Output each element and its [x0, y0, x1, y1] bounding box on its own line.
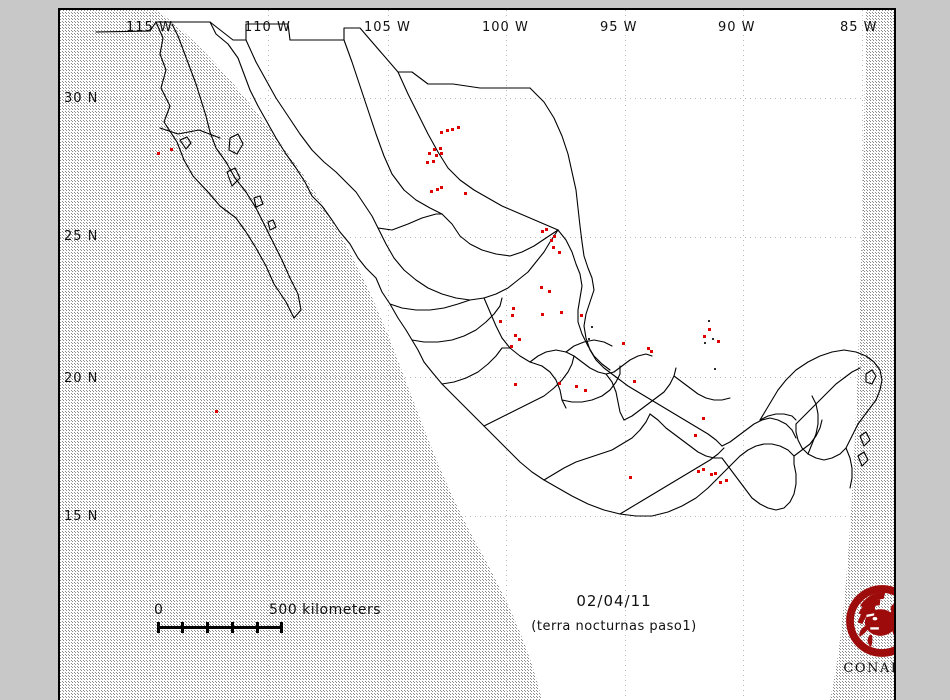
mexico-boundaries: [95, 21, 883, 517]
fire-hotspot-marker: [446, 129, 449, 132]
fire-hotspot-marker: [629, 476, 632, 479]
fire-hotspot-marker: [710, 473, 713, 476]
fire-hotspot-marker: [432, 160, 435, 163]
lon-tick-label: 90 W: [718, 20, 756, 35]
fire-hotspot-marker: [435, 154, 438, 157]
lat-tick-label: 25 N: [64, 229, 99, 244]
fire-hotspot-marker: [540, 286, 543, 289]
lat-tick-label: 20 N: [64, 371, 99, 386]
fire-hotspot-marker: [499, 320, 502, 323]
lon-tick-label: 105 W: [364, 20, 411, 35]
fire-hotspot-marker: [553, 235, 556, 238]
fire-hotspot-marker: [697, 470, 700, 473]
lon-tick-label: 110 W: [244, 20, 291, 35]
map-frame: 115 W 110 W 105 W 100 W 95 W 90 W 85 W 30 N 25 …: [58, 8, 896, 700]
gridline-lon-105: [388, 10, 389, 700]
gridline-lon-90: [743, 10, 744, 700]
fire-hotspot-marker: [440, 152, 443, 155]
fire-hotspot-marker: [580, 314, 583, 317]
lon-tick-label: 100 W: [482, 20, 529, 35]
lon-tick-label: 95 W: [600, 20, 638, 35]
fire-hotspot-marker: [541, 313, 544, 316]
fire-hotspot-marker: [575, 385, 578, 388]
fire-hotspot-marker: [622, 342, 625, 345]
caption-date: 02/04/11: [576, 592, 652, 610]
fire-hotspot-marker: [426, 161, 429, 164]
fire-hotspot-marker: [433, 148, 436, 151]
fire-hotspot-marker: [703, 335, 706, 338]
fire-hotspot-marker: [170, 148, 173, 151]
fire-hotspot-marker: [647, 347, 650, 350]
secondary-marker: [712, 338, 714, 340]
map-canvas[interactable]: 115 W 110 W 105 W 100 W 95 W 90 W 85 W 30 N 25 …: [60, 10, 894, 700]
secondary-marker: [708, 320, 710, 322]
fire-hotspot-marker: [514, 334, 517, 337]
map-caption: 02/04/11 (terra nocturnas paso1): [464, 592, 764, 634]
gridline-lon-95: [625, 10, 626, 700]
fire-hotspot-marker: [558, 382, 561, 385]
fire-hotspot-marker: [512, 307, 515, 310]
fire-hotspot-marker: [708, 328, 711, 331]
gridline-lon-100: [506, 10, 507, 700]
fire-hotspot-marker: [440, 186, 443, 189]
gridline-lat-25: [60, 237, 894, 238]
fire-hotspot-marker: [560, 311, 563, 314]
secondary-marker: [588, 338, 590, 340]
fire-hotspot-marker: [440, 131, 443, 134]
fire-hotspot-marker: [650, 350, 653, 353]
fire-hotspot-marker: [436, 188, 439, 191]
fire-hotspot-marker: [215, 410, 218, 413]
fire-hotspot-marker: [702, 468, 705, 471]
fire-hotspot-marker: [584, 389, 587, 392]
fire-hotspot-marker: [725, 479, 728, 482]
fire-hotspot-marker: [714, 472, 717, 475]
fire-hotspot-marker: [514, 383, 517, 386]
conabio-wordmark: CONABIO: [843, 661, 894, 676]
fire-hotspot-marker: [719, 481, 722, 484]
fire-hotspot-marker: [510, 345, 513, 348]
secondary-marker: [591, 326, 593, 328]
scale-bar: 0 500 kilometers: [154, 602, 381, 633]
caption-subtitle: (terra nocturnas paso1): [531, 619, 697, 634]
fire-hotspot-marker: [518, 338, 521, 341]
fire-hotspot-marker: [633, 380, 636, 383]
fire-hotspot-marker: [428, 152, 431, 155]
fire-hotspot-marker: [694, 434, 697, 437]
gridline-lon-115: [150, 10, 151, 700]
fire-hotspot-marker: [430, 190, 433, 193]
scale-bar-rule: [157, 622, 283, 633]
lat-tick-label: 30 N: [64, 91, 99, 106]
gridline-lat-20: [60, 377, 894, 378]
fire-hotspot-marker: [457, 126, 460, 129]
lat-tick-label: 15 N: [64, 509, 99, 524]
fire-hotspot-marker: [451, 128, 454, 131]
fire-hotspot-marker: [439, 147, 442, 150]
fire-hotspot-marker: [548, 290, 551, 293]
secondary-marker: [714, 368, 716, 370]
gridline-lat-15: [60, 516, 894, 517]
lon-tick-label: 115 W: [126, 20, 173, 35]
fire-hotspot-marker: [558, 251, 561, 254]
fire-hotspot-marker: [464, 192, 467, 195]
fire-hotspot-marker: [550, 239, 553, 242]
scale-start-label: 0: [154, 602, 163, 618]
fire-hotspot-marker: [541, 230, 544, 233]
fire-hotspot-marker: [717, 340, 720, 343]
fire-hotspot-marker: [545, 228, 548, 231]
secondary-marker: [704, 342, 706, 344]
conabio-emblem-icon: [846, 585, 894, 657]
fire-hotspot-marker: [157, 152, 160, 155]
gridline-lat-30: [60, 98, 894, 99]
lon-tick-label: 85 W: [840, 20, 878, 35]
scale-end-label: 500 kilometers: [269, 602, 382, 618]
fire-hotspot-marker: [702, 417, 705, 420]
gridline-lon-110: [268, 10, 269, 700]
fire-hotspot-marker: [511, 314, 514, 317]
conabio-logo: CONABIO: [832, 582, 894, 676]
fire-hotspot-marker: [552, 246, 555, 249]
